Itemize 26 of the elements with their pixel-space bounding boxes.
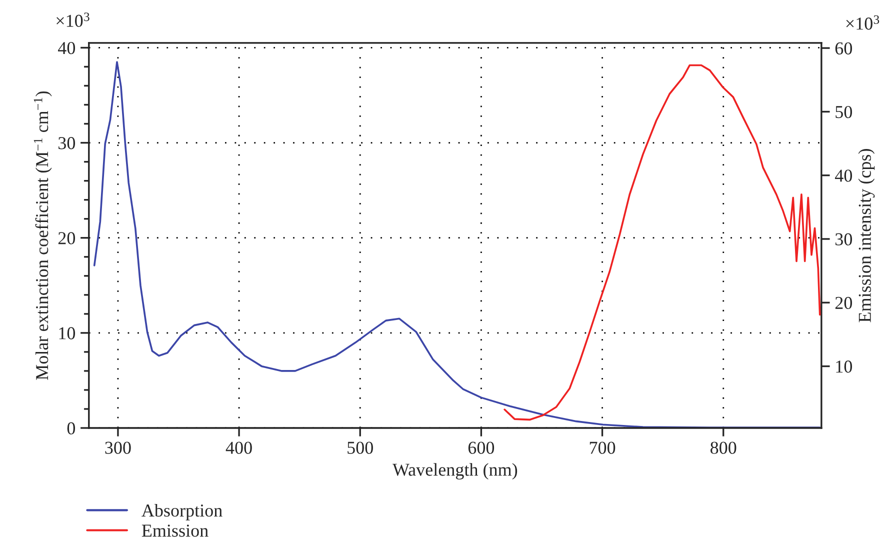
y2-axis-title: Emission intensity (cps) <box>858 149 875 322</box>
legend-label: Absorption <box>142 504 222 520</box>
y-tick-label: 10 <box>59 327 76 340</box>
x-tick-label: 600 <box>468 442 494 454</box>
legend-label: Emission <box>142 524 208 537</box>
x-tick-label: 400 <box>226 442 252 454</box>
y-tick-label: 0 <box>67 422 76 434</box>
x-tick-label: 800 <box>710 442 736 454</box>
x-tick-label: 700 <box>590 442 616 454</box>
y-tick-label: 40 <box>58 42 76 54</box>
y2-tick-label: 10 <box>836 360 852 373</box>
y-axis-title: Molar extinction coefficient (M$^{−1}$ cm$^{−1}$) <box>34 91 52 380</box>
text: ×10$^{3}$ <box>846 15 880 30</box>
y-tick-label: 30 <box>58 137 76 150</box>
y2-tick-label: 60 <box>835 42 852 54</box>
y-tick-label: 20 <box>58 232 76 244</box>
y2-tick-label: 30 <box>835 233 852 246</box>
y2-tick-label: 50 <box>836 106 852 118</box>
x-axis-title: Wavelength (nm) <box>392 463 518 480</box>
y2-tick-label: 40 <box>834 170 852 182</box>
text: ×10$^{3}$ <box>56 12 90 27</box>
line-series <box>93 61 821 428</box>
x-tick-label: 500 <box>348 442 373 454</box>
y2-tick-label: 20 <box>835 296 852 310</box>
x-tick-label: 300 <box>105 442 131 454</box>
line-series <box>504 64 821 421</box>
